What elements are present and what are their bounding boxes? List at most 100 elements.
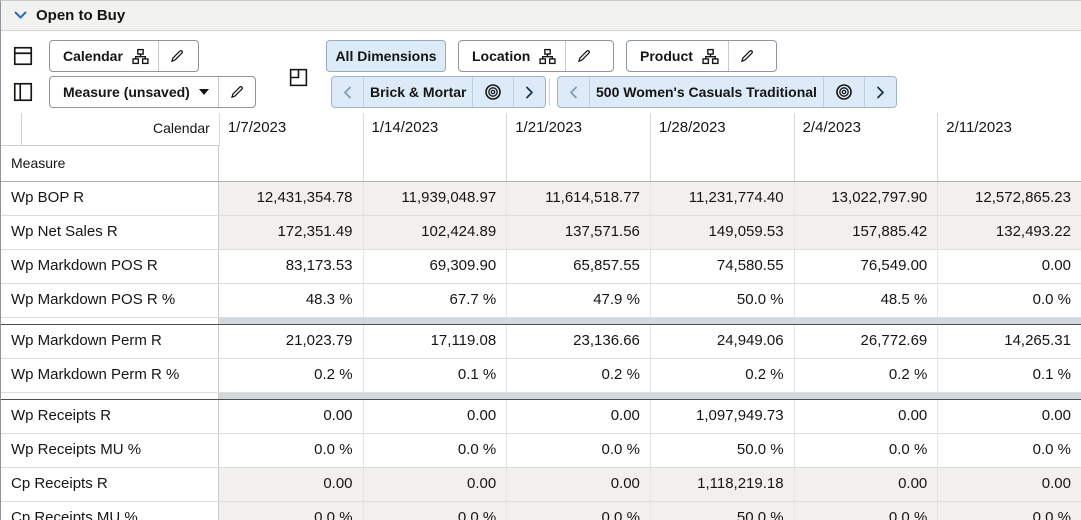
grid-cell[interactable]: 137,571.56 <box>506 216 650 249</box>
column-header-1-21-2023[interactable]: 1/21/2023 <box>506 113 650 146</box>
grid-cell[interactable]: 0.00 <box>506 468 650 501</box>
edit-product-button[interactable] <box>729 41 765 71</box>
grid-cell[interactable]: 48.5 % <box>793 284 938 317</box>
grid-cell[interactable]: 0.00 <box>937 468 1081 501</box>
grid-cell[interactable]: 132,493.22 <box>937 216 1081 249</box>
previous-product-button[interactable] <box>558 77 589 107</box>
product-target-button[interactable] <box>822 77 864 107</box>
grid-cell[interactable]: 0.2 % <box>649 359 794 392</box>
grid-cell[interactable]: 0.00 <box>362 468 507 501</box>
grid-cell[interactable]: 0.0 % <box>362 434 507 467</box>
tile-divider <box>217 77 219 107</box>
previous-location-button[interactable] <box>332 77 363 107</box>
location-axis-tile[interactable]: Location <box>458 40 614 72</box>
grid-cell[interactable]: 0.00 <box>793 400 938 433</box>
grid-cell[interactable]: 14,265.31 <box>937 325 1081 358</box>
grid-cell[interactable]: 172,351.49 <box>218 216 363 249</box>
grid-cell[interactable]: 0.0 % <box>937 434 1081 467</box>
row-header-wp-markdown-perm-r[interactable]: Wp Markdown Perm R % <box>1 359 219 392</box>
grid-cell[interactable]: 12,431,354.78 <box>218 182 363 215</box>
all-dimensions-button[interactable]: All Dimensions <box>326 40 446 72</box>
grid-cell[interactable]: 83,173.53 <box>285 257 353 274</box>
grid-cell[interactable]: 102,424.89 <box>362 216 507 249</box>
row-header-cp-receipts-r[interactable]: Cp Receipts R <box>1 468 219 501</box>
column-header-1-7-2023[interactable]: 1/7/2023 <box>218 113 363 146</box>
grid-cell[interactable]: 50.0 % <box>649 502 794 520</box>
edit-location-button[interactable] <box>566 41 602 71</box>
grid-cell[interactable]: 74,580.55 <box>649 250 794 283</box>
edit-calendar-button[interactable] <box>159 41 195 71</box>
collapse-chevron-down-icon[interactable] <box>14 11 27 20</box>
measure-row-wp-net-sales-r: Wp Net Sales R 172,351.49 102,424.89 137,57… <box>1 216 1081 250</box>
location-target-button[interactable] <box>472 77 513 107</box>
grid-cell[interactable]: 149,059.53 <box>649 216 794 249</box>
grid-cell[interactable]: 76,549.00 <box>793 250 938 283</box>
location-selection-label[interactable]: Brick & Mortar <box>363 77 472 107</box>
grid-cell[interactable]: 0.00 <box>323 407 353 424</box>
tile-divider <box>565 41 567 71</box>
grid-cell[interactable]: 0.0 % <box>506 434 650 467</box>
grid-cell[interactable]: 48.3 % <box>305 291 353 308</box>
grid-cell[interactable]: 50.0 % <box>649 284 794 317</box>
grid-cell[interactable]: 0.0 % <box>793 502 938 520</box>
grid-cell[interactable]: 0.0 % <box>314 441 353 458</box>
grid-cell[interactable]: 0.2 % <box>793 359 938 392</box>
grid-cell[interactable]: 0.0 % <box>793 434 938 467</box>
grid-cell[interactable]: 0.2 % <box>506 359 650 392</box>
column-header-1-28-2023[interactable]: 1/28/2023 <box>649 113 794 146</box>
grid-cell[interactable]: 17,119.08 <box>362 325 507 358</box>
grid-cell[interactable]: 23,136.66 <box>506 325 650 358</box>
location-page-selector: Brick & Mortar <box>331 76 547 108</box>
grid-cell[interactable]: 12,572,865.23 <box>937 182 1081 215</box>
grid-cell[interactable]: 67.7 % <box>362 284 507 317</box>
grid-cell[interactable]: 69,309.90 <box>362 250 507 283</box>
grid-cell[interactable]: 0.0 % <box>218 502 363 520</box>
row-header-wp-receipts-r[interactable]: Wp Receipts R <box>1 400 219 433</box>
grid-cell[interactable]: 11,939,048.97 <box>362 182 507 215</box>
row-header-wp-markdown-pos-r[interactable]: Wp Markdown POS R <box>1 250 219 283</box>
next-product-button[interactable] <box>863 77 896 107</box>
grid-cell[interactable]: 0.2 % <box>314 366 353 383</box>
grid-cell[interactable]: 47.9 % <box>506 284 650 317</box>
edit-measure-button[interactable] <box>219 77 255 107</box>
grid-cell[interactable]: 65,857.55 <box>506 250 650 283</box>
grid-cell[interactable]: 0.00 <box>793 468 938 501</box>
grid-cell[interactable]: 0.00 <box>362 400 507 433</box>
grid-cell[interactable]: 0.00 <box>937 400 1081 433</box>
row-header-wp-markdown-perm-r[interactable]: Wp Markdown Perm R <box>1 325 219 358</box>
grid-cell[interactable]: 0.1 % <box>362 359 507 392</box>
grid-cell[interactable]: 157,885.42 <box>793 216 938 249</box>
grid-cell[interactable]: 0.00 <box>937 250 1081 283</box>
grid-cell[interactable]: 13,022,797.90 <box>793 182 938 215</box>
grid-cell[interactable]: 24,949.06 <box>649 325 794 358</box>
column-header-1-14-2023[interactable]: 1/14/2023 <box>362 113 507 146</box>
row-header-wp-net-sales-r[interactable]: Wp Net Sales R <box>1 216 219 249</box>
pivot-grid: Calendar 1/7/2023 1/14/2023 1/21/2023 1/28/2… <box>1 113 1081 520</box>
measure-axis-tile[interactable]: Measure (unsaved) <box>49 76 256 108</box>
grid-cell[interactable]: 11,614,518.77 <box>506 182 650 215</box>
column-header-2-11-2023[interactable]: 2/11/2023 <box>937 113 1081 146</box>
row-header-wp-receipts-mu[interactable]: Wp Receipts MU % <box>1 434 219 467</box>
row-header-cp-receipts-mu[interactable]: Cp Receipts MU % <box>1 502 219 520</box>
grid-cell[interactable]: 0.00 <box>218 468 363 501</box>
grid-cell[interactable]: 0.0 % <box>506 502 650 520</box>
grid-cell[interactable]: 0.1 % <box>937 359 1081 392</box>
grid-cell[interactable]: 50.0 % <box>649 434 794 467</box>
grid-cell[interactable]: 1,118,219.18 <box>649 468 794 501</box>
grid-cell[interactable]: 0.0 % <box>937 502 1081 520</box>
product-axis-tile[interactable]: Product <box>626 40 777 72</box>
grid-cell[interactable]: 21,023.79 <box>285 332 353 349</box>
calendar-axis-tile[interactable]: Calendar <box>49 40 199 72</box>
grid-cell[interactable]: 1,097,949.73 <box>649 400 794 433</box>
grid-cell[interactable]: 0.0 % <box>937 284 1081 317</box>
next-location-button[interactable] <box>513 77 545 107</box>
product-page-selector: 500 Women's Casuals Traditional <box>557 76 897 108</box>
grid-cell[interactable]: 11,231,774.40 <box>649 182 794 215</box>
product-selection-label[interactable]: 500 Women's Casuals Traditional <box>589 77 823 107</box>
grid-cell[interactable]: 0.0 % <box>362 502 507 520</box>
grid-cell[interactable]: 26,772.69 <box>793 325 938 358</box>
grid-cell[interactable]: 0.00 <box>506 400 650 433</box>
row-header-wp-bop-r[interactable]: Wp BOP R <box>1 182 219 215</box>
row-header-wp-markdown-pos-r[interactable]: Wp Markdown POS R % <box>1 284 219 317</box>
column-header-2-4-2023[interactable]: 2/4/2023 <box>793 113 938 146</box>
